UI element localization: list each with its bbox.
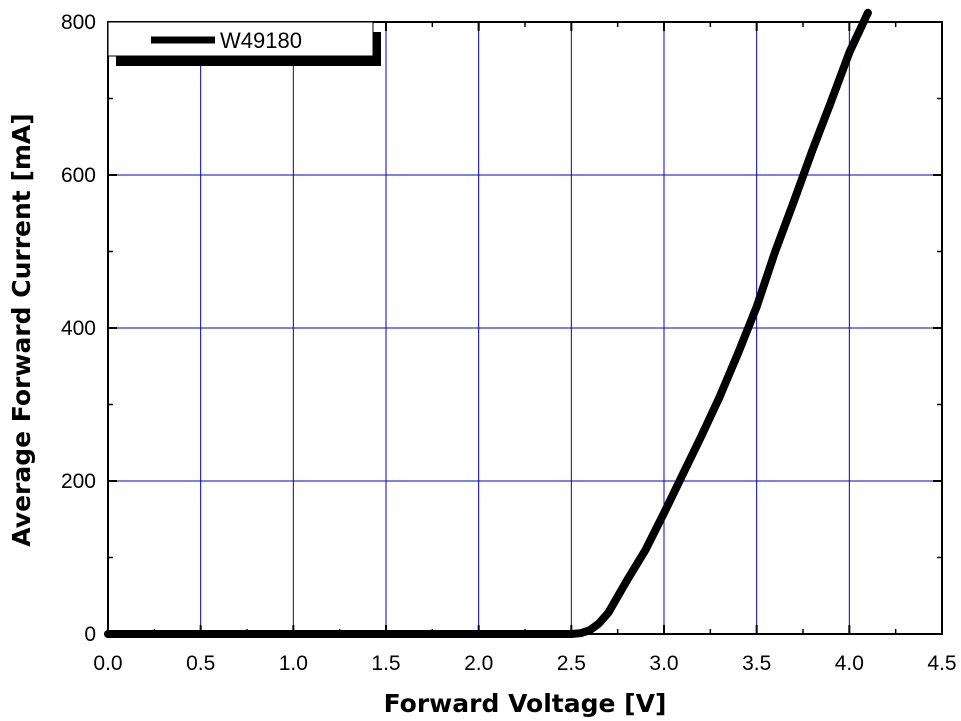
y-tick-label: 0 [84, 623, 96, 646]
y-tick-label: 200 [61, 470, 96, 493]
x-tick-label: 0.0 [93, 652, 122, 675]
x-tick-label: 1.5 [371, 652, 400, 675]
x-tick-label: 3.0 [649, 652, 678, 675]
x-tick-label: 4.0 [835, 652, 864, 675]
series-line-W49180 [104, 8, 872, 638]
legend-label: W49180 [220, 28, 302, 53]
y-axis-title: Average Forward Current [mA] [7, 113, 36, 546]
legend: W49180 [107, 21, 381, 66]
grid-lines [108, 22, 942, 634]
x-tick-label: 4.5 [927, 652, 956, 675]
y-tick-label: 400 [61, 317, 96, 340]
x-tick-label: 2.0 [464, 652, 493, 675]
y-tick-label: 800 [61, 11, 96, 34]
x-axis-title: Forward Voltage [V] [384, 689, 667, 718]
x-tick-label: 2.5 [557, 652, 586, 675]
series-layer [104, 8, 872, 638]
x-tick-label: 0.5 [186, 652, 215, 675]
y-tick-label: 600 [61, 164, 96, 187]
tick-labels: 0.0 0.5 1.0 1.5 2.0 2.5 3.0 3.5 4.0 4.5 0 200 400 600… [61, 11, 957, 675]
x-tick-label: 1.0 [279, 652, 308, 675]
x-tick-label: 3.5 [742, 652, 771, 675]
